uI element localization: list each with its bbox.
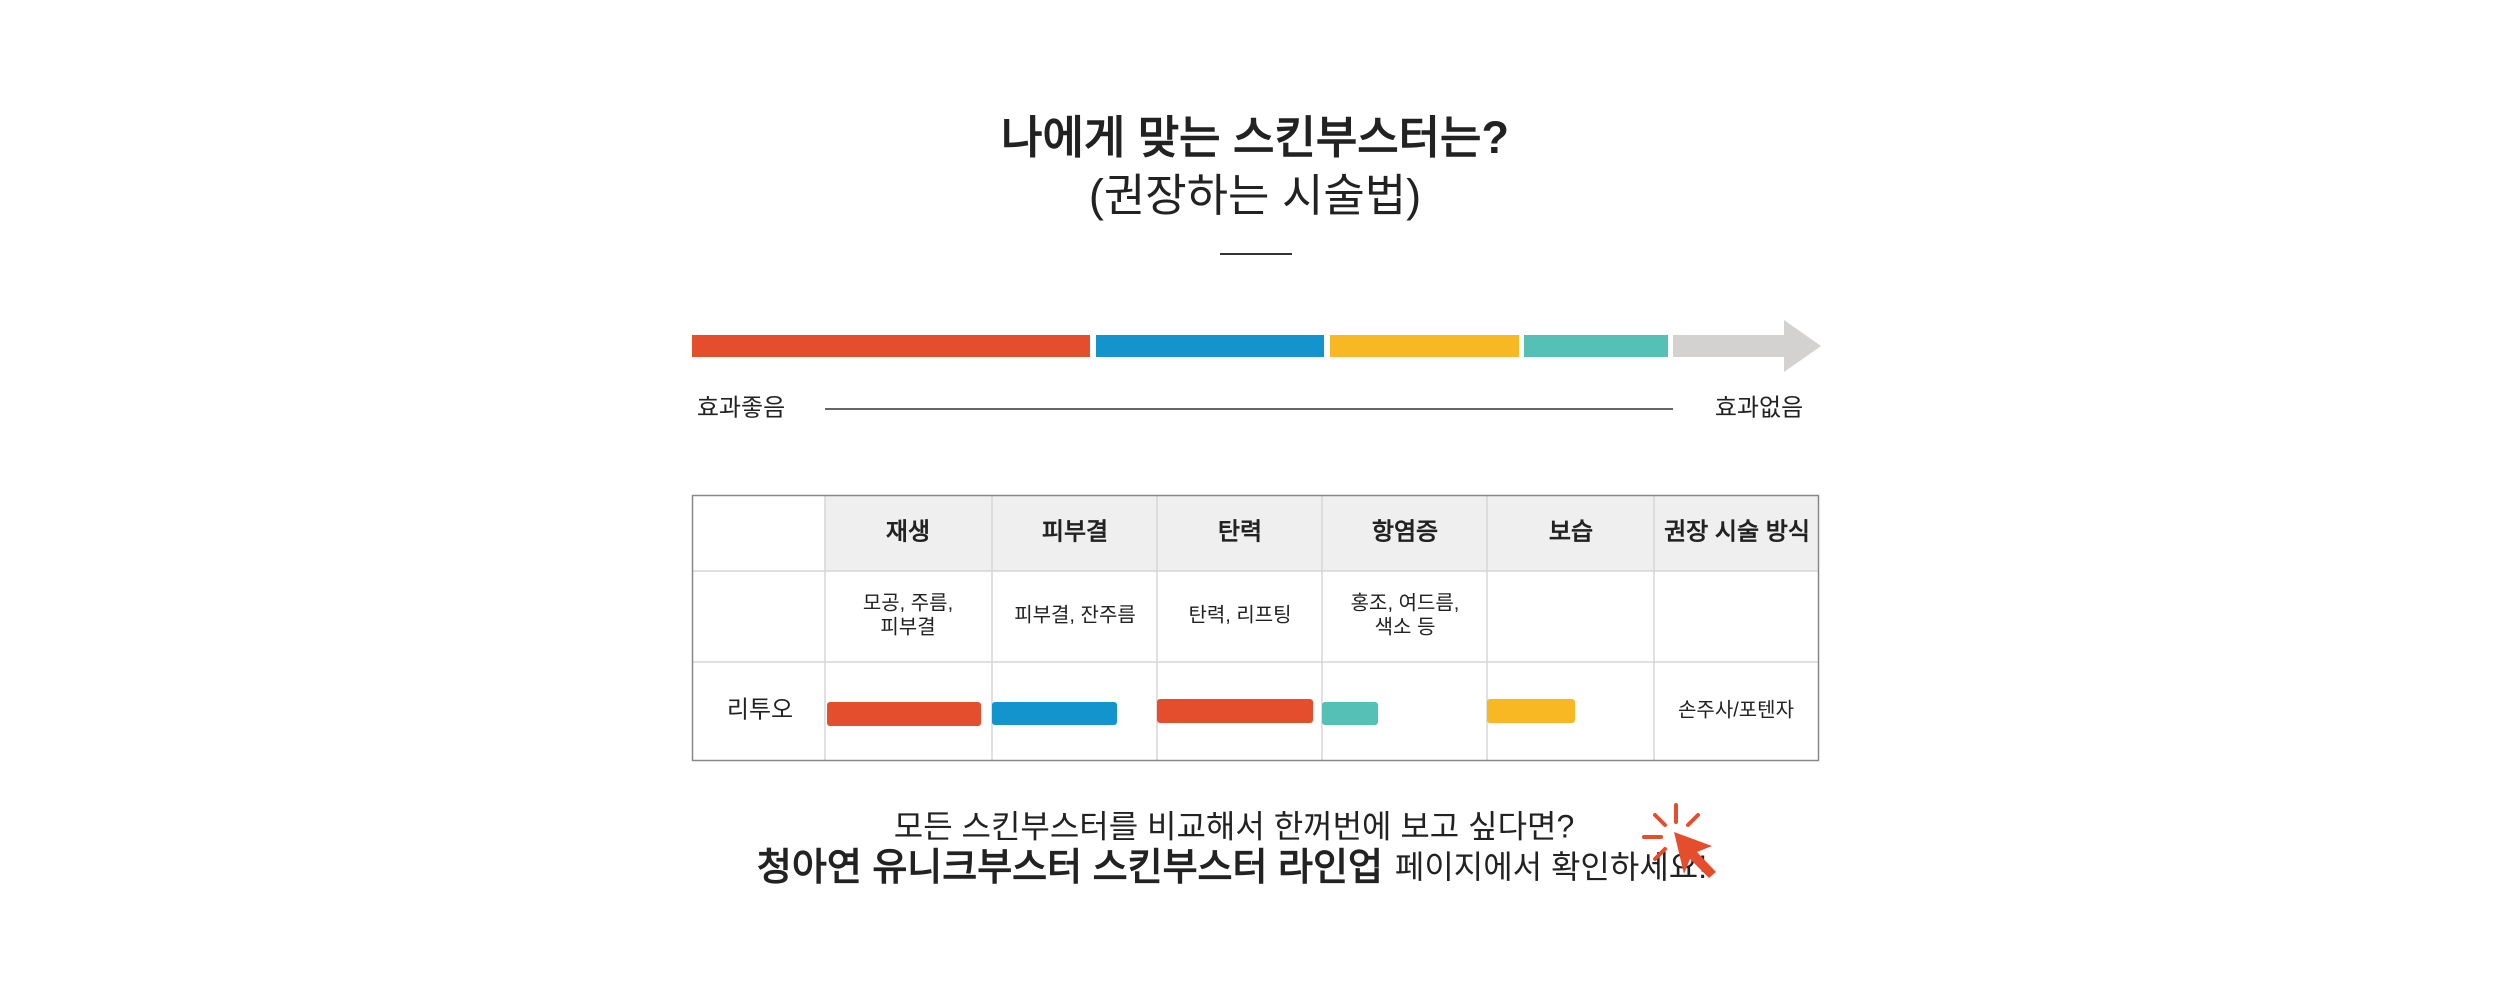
table: 재생 피부결 탄력 항염증 보습 권장 시술 방식 모공, 주름, 피부결 피부… [691, 494, 1820, 762]
effect-text: 홍조, 여드름, [1351, 591, 1460, 614]
spark [1653, 813, 1667, 827]
effect-bar [1487, 699, 1575, 723]
table-border [691, 494, 1820, 762]
title: 나에게 맞는 스킨부스터는? [1001, 112, 1509, 163]
effect-text: 피부결 [880, 615, 935, 638]
footer-question: 모든 스킨부스터를 비교해서 한꺼번에 보고 싶다면? [894, 808, 1575, 844]
scale-segment [1096, 335, 1324, 357]
effect-text: 모공, 주름, [863, 592, 953, 614]
effect-bar [1322, 702, 1378, 725]
scale-right-label: 효과없음 [1715, 394, 1803, 421]
subtitle: (권장하는 시술법) [1089, 170, 1421, 221]
scale-segment [692, 335, 1090, 357]
footer-highlight: 청아연 유니크부스터 스킨부스터 라인업 [757, 847, 1383, 889]
spark [1653, 847, 1667, 861]
scale-segment [1673, 335, 1785, 357]
row-method: 손주사/포텐자 [1678, 698, 1794, 721]
effect-text: 피부결, 잔주름 [1014, 603, 1136, 626]
effect-bar [992, 702, 1117, 725]
column-header: 권장 시술 방식 [1664, 518, 1810, 545]
column-header: 항염증 [1372, 518, 1438, 545]
effect-text: 탄력, 리프팅 [1188, 603, 1291, 626]
effect-bar [827, 702, 981, 726]
column-header: 탄력 [1218, 518, 1262, 545]
scale-left-label: 효과좋음 [697, 394, 785, 421]
footer-cta: 청아연 유니크부스터 스킨부스터 라인업 페이지에서 확인하세요! [757, 847, 1707, 889]
column-header: 보습 [1549, 518, 1593, 545]
scale-segment [1330, 335, 1519, 357]
scale-segment [1524, 335, 1668, 357]
row-name: 리투오 [727, 696, 793, 723]
effect-bar [1157, 699, 1313, 723]
spark [1686, 813, 1700, 827]
cursor-icon [1642, 803, 1716, 878]
column-header: 피부결 [1042, 518, 1108, 545]
footer-tail: 페이지에서 확인하세요! [1395, 849, 1707, 885]
cursor-arrow [1674, 832, 1716, 878]
scale-arrow [1784, 320, 1821, 372]
effect-text: 색소 등 [1375, 615, 1436, 638]
column-header: 재생 [886, 518, 930, 545]
